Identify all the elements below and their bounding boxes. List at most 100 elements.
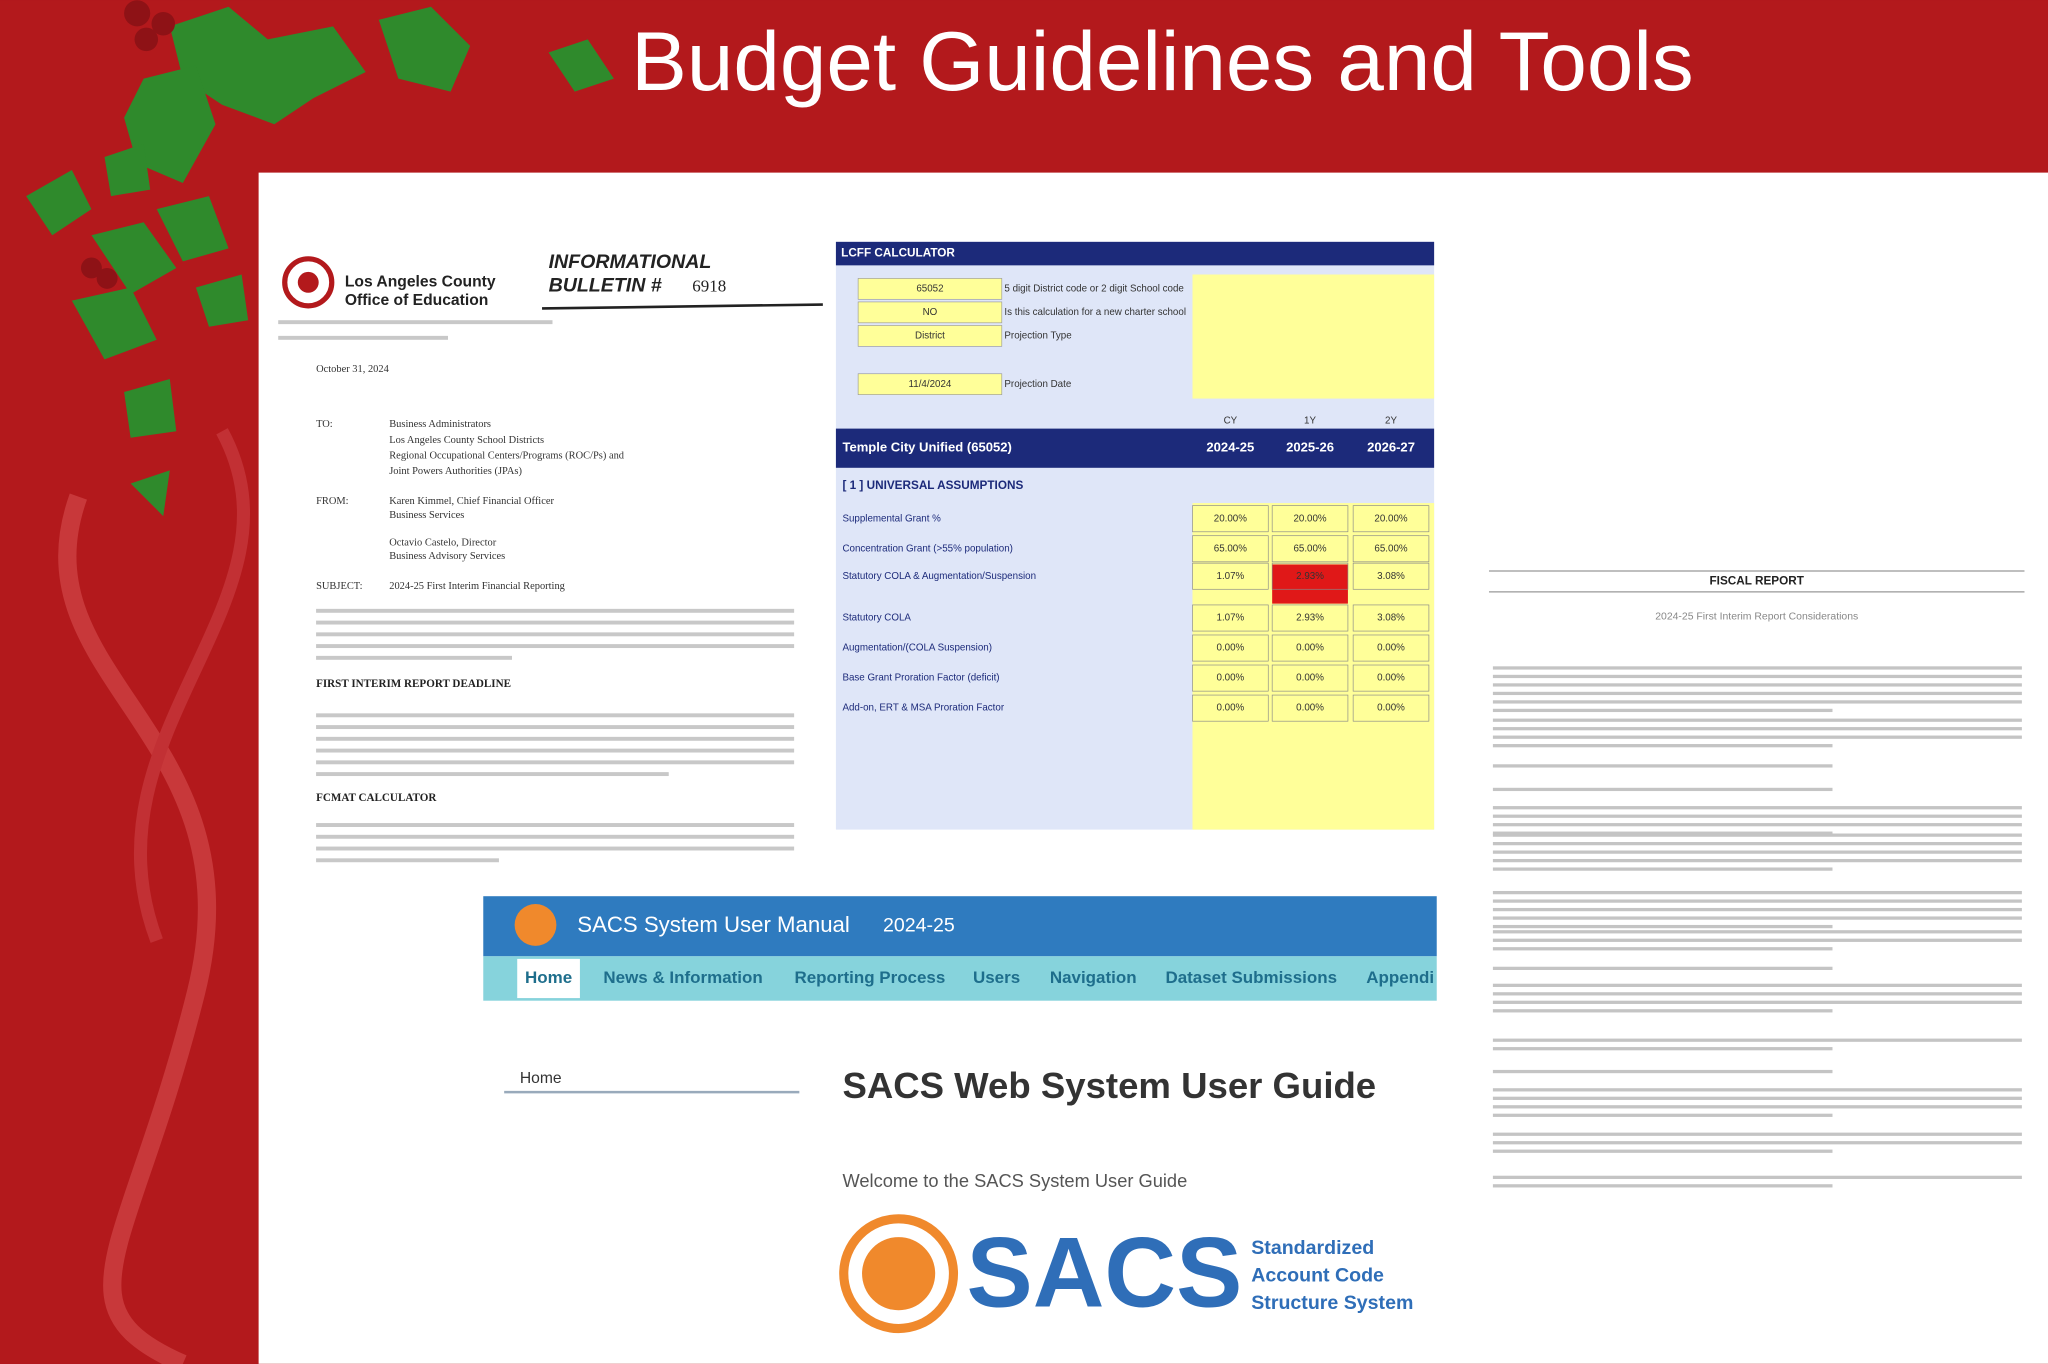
- row-value: 1.07%: [1217, 571, 1245, 582]
- from-label: FROM:: [316, 496, 349, 507]
- input-cell: [857, 278, 1003, 300]
- value-cell: [1352, 535, 1430, 563]
- value-cell: [1192, 694, 1269, 722]
- row-value: 65.00%: [1214, 543, 1247, 554]
- input-label: Is this calculation for a new charter sc…: [1004, 307, 1186, 318]
- report-line: [1492, 867, 1833, 871]
- input-cell: [857, 325, 1003, 347]
- row-label: Base Grant Proration Factor (deficit): [842, 673, 999, 684]
- row-value: 0.00%: [1217, 643, 1245, 654]
- report-line: [1492, 1096, 2022, 1100]
- row-label: Supplemental Grant %: [842, 513, 941, 524]
- value-cell: [1192, 535, 1269, 563]
- report-line: [1492, 683, 2022, 687]
- report-line: [1492, 1149, 1833, 1153]
- section: [ 1 ] UNIVERSAL ASSUMPTIONS: [842, 479, 1023, 492]
- row-value: 0.00%: [1217, 673, 1245, 684]
- fiscal-report: [1488, 570, 2025, 1188]
- value-cell: [1271, 505, 1349, 533]
- calc-header: [835, 241, 1435, 266]
- report-line: [1492, 858, 2022, 863]
- report-line: [1492, 787, 1833, 792]
- row-label: Statutory COLA & Augmentation/Suspension: [842, 571, 1036, 582]
- ribbon: [133, 428, 250, 943]
- row-value: 0.00%: [1296, 703, 1324, 714]
- from-line: Octavio Castelo, Director: [389, 537, 496, 548]
- holly: [26, 6, 614, 517]
- report-line: [1492, 806, 2022, 810]
- nav-item[interactable]: Navigation: [1050, 968, 1137, 987]
- from-line: Business Advisory Services: [389, 551, 505, 562]
- year-code: 1Y: [1304, 415, 1316, 426]
- row-value: 0.00%: [1217, 703, 1245, 714]
- report-line: [1492, 700, 2022, 704]
- report-subtitle: 2024-25 First Interim Report Considerati…: [1655, 611, 1858, 622]
- year: 2026-27: [1367, 440, 1415, 455]
- row-label: Add-on, ERT & MSA Proration Factor: [842, 703, 1004, 714]
- report-body: [1492, 666, 2022, 1188]
- sacs-seal-center: [862, 1237, 936, 1311]
- org-name: Office of Education: [345, 292, 489, 309]
- report-line: [1492, 1105, 2022, 1109]
- row-value: 1.07%: [1217, 613, 1245, 624]
- report-line: [1492, 823, 2022, 827]
- value-cell: [1271, 694, 1349, 722]
- report-line: [1492, 842, 2022, 846]
- nav-active: [517, 958, 580, 999]
- to-line: Joint Powers Authorities (JPAs): [389, 466, 522, 477]
- row-value: 0.00%: [1377, 643, 1405, 654]
- nav-item[interactable]: Dataset Submissions: [1165, 968, 1337, 987]
- district: Temple City Unified (65052): [842, 440, 1011, 455]
- value-cell: [1352, 694, 1430, 722]
- report-line: [1492, 1113, 1833, 1117]
- report-line: [1492, 674, 2022, 679]
- input-label: Projection Date: [1004, 379, 1071, 390]
- report-line: [1492, 1088, 2022, 1092]
- row-label: Concentration Grant (>55% population): [842, 543, 1012, 554]
- ribbon: [58, 493, 217, 1364]
- section-heading: FCMAT CALCULATOR: [316, 792, 437, 804]
- input-value: 11/4/2024: [909, 379, 952, 390]
- report-line: [1492, 1009, 1833, 1013]
- year-code: CY: [1224, 415, 1238, 426]
- rule: [542, 303, 823, 310]
- subject: 2024-25 First Interim Financial Reportin…: [389, 581, 565, 592]
- manual-logo: [514, 904, 557, 946]
- manual-title: SACS System User Manual: [577, 912, 850, 937]
- report-line: [1492, 1184, 1833, 1188]
- row-value: 65.00%: [1374, 543, 1407, 554]
- report-line: [1492, 735, 2022, 739]
- nav-item[interactable]: Users: [973, 968, 1020, 987]
- value-cell: [1192, 562, 1269, 590]
- report-line: [1492, 930, 2022, 934]
- welcome: Welcome to the SACS System User Guide: [842, 1170, 1187, 1191]
- nav-item[interactable]: Home: [525, 968, 572, 987]
- row-value: 3.08%: [1377, 613, 1405, 624]
- report-line: [1492, 938, 2022, 942]
- year: 2024-25: [1206, 440, 1254, 455]
- nav-item[interactable]: Appendi: [1366, 968, 1434, 987]
- report-line: [1492, 1175, 2022, 1179]
- values-area: [1192, 503, 1435, 830]
- report-line: [1492, 924, 1833, 929]
- report-line: [1492, 890, 2022, 895]
- report-line: [1492, 831, 1833, 835]
- report-line: [1492, 983, 2022, 987]
- report-line: [1492, 764, 1833, 768]
- subject-label: SUBJECT:: [316, 581, 363, 592]
- bulletin: [267, 241, 823, 882]
- nav-item[interactable]: Reporting Process: [794, 968, 945, 987]
- from-line: Business Services: [389, 510, 464, 521]
- bulletin-heading: INFORMATIONAL: [549, 251, 712, 273]
- row-value: 0.00%: [1377, 673, 1405, 684]
- nav-bar: [483, 956, 1437, 1001]
- nav-item[interactable]: News & Information: [603, 968, 762, 987]
- logo-subtitle: Standardized: [1251, 1237, 1374, 1259]
- row-value: 3.08%: [1377, 571, 1405, 582]
- value-cell: [1271, 664, 1349, 692]
- report-line: [1492, 1141, 2022, 1145]
- row-value: 20.00%: [1374, 513, 1407, 524]
- to-line: Business Administrators: [389, 419, 491, 430]
- breadcrumb[interactable]: Home: [520, 1070, 562, 1087]
